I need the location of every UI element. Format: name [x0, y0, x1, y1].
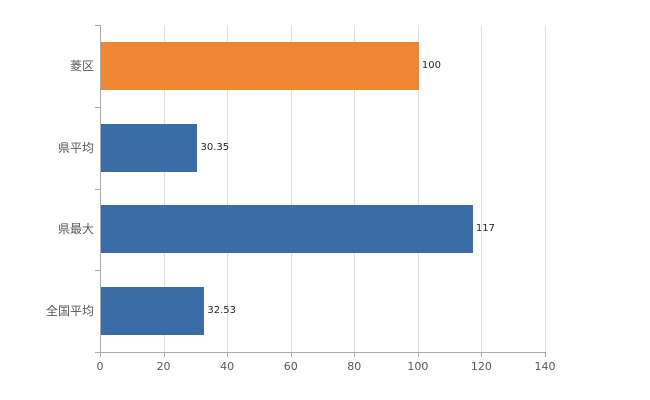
- bar-value-label: 100: [421, 59, 441, 71]
- bar-value-label: 30.35: [200, 141, 230, 153]
- x-tick-label: 20: [156, 360, 171, 373]
- x-tick-label: 0: [96, 360, 104, 373]
- y-tick-mark: [95, 270, 100, 272]
- y-tick-mark: [95, 352, 100, 353]
- y-tick-mark: [95, 25, 100, 26]
- bar-value-label: 117: [475, 223, 495, 235]
- bar: [101, 205, 473, 254]
- x-tick-mark: [163, 352, 165, 357]
- category-label: 菱区: [69, 58, 94, 73]
- x-tick-label: 80: [347, 360, 362, 373]
- x-gridline: [481, 25, 483, 352]
- x-gridline: [354, 25, 356, 352]
- x-tick-mark: [545, 352, 546, 357]
- bar: [101, 41, 419, 90]
- x-gridline: [163, 25, 165, 352]
- x-tick-mark: [227, 352, 229, 357]
- x-tick-label: 60: [283, 360, 298, 373]
- x-gridline: [227, 25, 229, 352]
- category-label: 県平均: [57, 140, 94, 155]
- category-label: 県最大: [57, 222, 94, 237]
- x-tick-mark: [481, 352, 483, 357]
- x-gridline: [290, 25, 292, 352]
- x-tick-mark: [417, 352, 419, 357]
- x-axis-line: [100, 352, 546, 353]
- x-tick-label: 140: [534, 360, 556, 373]
- x-tick-mark: [354, 352, 356, 357]
- x-tick-label: 120: [470, 360, 492, 373]
- y-axis-line: [100, 25, 101, 353]
- y-tick-mark: [95, 106, 100, 108]
- y-tick-mark: [95, 188, 100, 190]
- x-tick-mark: [290, 352, 292, 357]
- x-gridline: [545, 25, 546, 352]
- x-tick-label: 100: [407, 360, 429, 373]
- bar: [101, 123, 198, 172]
- bar-value-label: 32.53: [207, 305, 237, 317]
- x-tick-mark: [100, 352, 101, 357]
- category-label: 全国平均: [45, 304, 94, 319]
- x-tick-label: 40: [220, 360, 235, 373]
- bar: [101, 287, 205, 336]
- x-gridline: [417, 25, 419, 352]
